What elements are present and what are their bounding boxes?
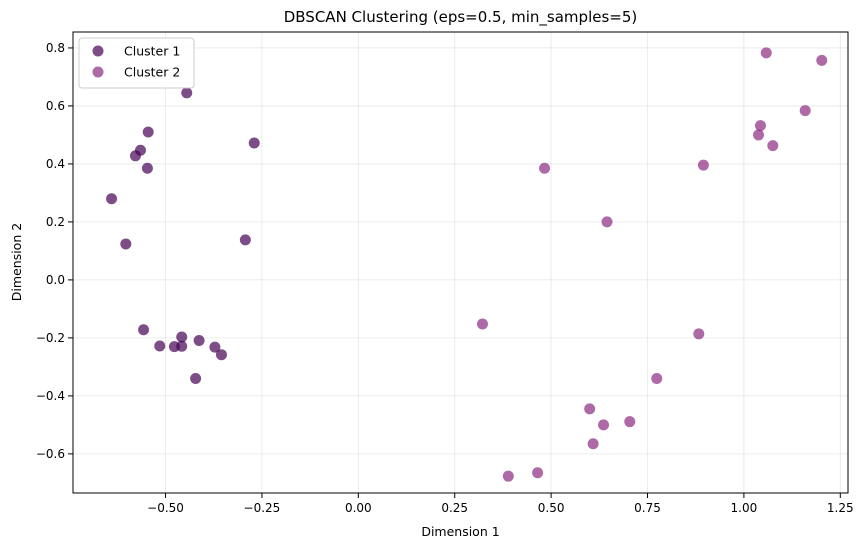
series-cluster-1 (106, 87, 260, 384)
data-point (190, 372, 202, 384)
y-tick-label: 0.8 (46, 41, 65, 55)
data-point (539, 162, 551, 174)
data-point (176, 331, 188, 343)
data-point (138, 324, 150, 336)
data-point (587, 438, 599, 450)
x-tick-label: 0.75 (634, 501, 661, 515)
data-point (799, 105, 811, 117)
data-point (181, 87, 193, 99)
y-tick-label: −0.6 (36, 447, 65, 461)
data-point (697, 159, 709, 171)
x-tick-label: −0.50 (147, 501, 184, 515)
legend-marker-cluster-2 (92, 66, 104, 78)
x-tick-label: 0.25 (441, 501, 468, 515)
y-tick-label: 0.4 (46, 157, 65, 171)
data-point (693, 328, 705, 340)
data-point (624, 416, 636, 428)
legend-marker-cluster-1 (92, 45, 104, 57)
data-point (193, 334, 205, 346)
data-point (601, 216, 613, 228)
plot-frame (72, 31, 849, 494)
chart-title: DBSCAN Clustering (eps=0.5, min_samples=… (284, 8, 638, 27)
data-point (215, 349, 227, 361)
y-tick-label: −0.2 (36, 331, 65, 345)
x-axis: −0.50 −0.25 0.00 0.25 0.50 0.75 1.00 1.25 (147, 493, 854, 515)
y-tick-label: 0.0 (46, 273, 65, 287)
data-point (816, 54, 828, 66)
legend-box (78, 37, 195, 89)
data-point (120, 238, 132, 250)
y-tick-label: −0.4 (36, 389, 65, 403)
y-axis: −0.6 −0.4 −0.2 0.0 0.2 0.4 0.6 0.8 (36, 41, 73, 461)
x-tick-label: −0.25 (244, 501, 281, 515)
data-point (753, 129, 765, 141)
data-point (248, 137, 260, 149)
data-point (129, 150, 141, 162)
data-point (239, 234, 251, 246)
y-tick-label: 0.6 (46, 99, 65, 113)
data-point (209, 341, 221, 353)
x-tick-label: 1.25 (827, 501, 854, 515)
data-point (760, 47, 772, 59)
data-point (141, 162, 153, 174)
data-point (106, 193, 118, 205)
data-point (754, 120, 766, 132)
y-tick-label: 0.2 (46, 215, 65, 229)
legend-label-cluster-1: Cluster 1 (124, 44, 180, 59)
data-point (142, 126, 154, 138)
data-point (767, 140, 779, 152)
legend: Cluster 1 Cluster 2 (78, 37, 195, 89)
data-point (598, 419, 610, 431)
x-axis-label: Dimension 1 (421, 524, 499, 539)
series-cluster-2 (476, 47, 828, 482)
x-tick-label: 1.00 (731, 501, 758, 515)
x-tick-label: 0.00 (345, 501, 372, 515)
data-point (584, 403, 596, 415)
x-tick-label: 0.50 (538, 501, 565, 515)
data-point (532, 467, 544, 479)
grid (73, 32, 848, 493)
data-point (651, 372, 663, 384)
y-axis-label: Dimension 2 (9, 223, 24, 301)
data-point (476, 318, 488, 330)
legend-label-cluster-2: Cluster 2 (124, 65, 180, 80)
data-points (106, 47, 828, 482)
data-point (176, 340, 188, 352)
data-point (154, 340, 166, 352)
data-point (502, 470, 514, 482)
